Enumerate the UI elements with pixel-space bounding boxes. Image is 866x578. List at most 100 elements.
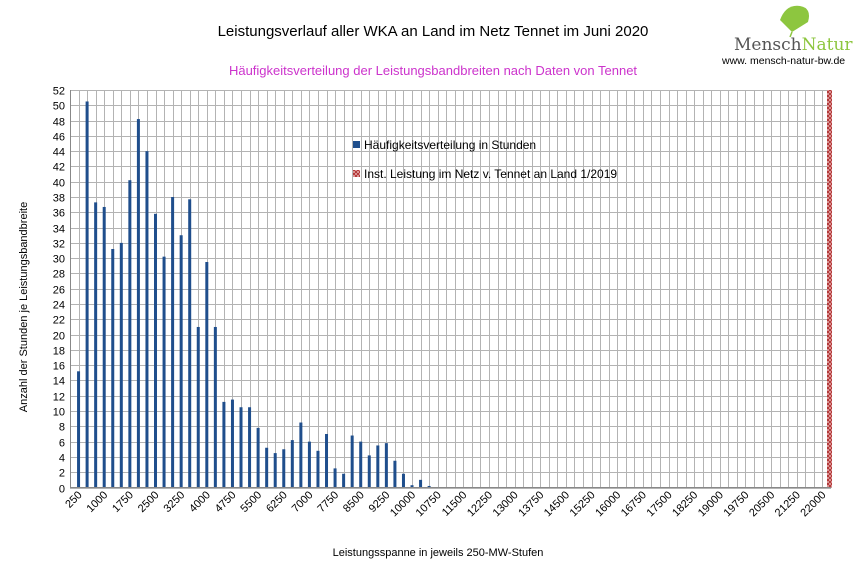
legend-label-hours: Häufigkeitsverteilung in Stunden [364, 138, 536, 152]
bar-hours [410, 485, 414, 488]
x-axis-ticks: 250 1000 1750 2500 3250 4000 4750 5500 6250 7000 7… [63, 489, 828, 519]
logo-brand-right: Natur [802, 35, 854, 55]
x-tick-label: 16750 [619, 489, 649, 519]
x-tick-label: 1000 [85, 489, 111, 515]
y-tick-label: 34 [53, 224, 65, 236]
logo-website: www. mensch-natur-bw.de [721, 55, 845, 67]
y-tick-label: 0 [59, 484, 65, 496]
x-tick-label: 22000 [798, 489, 828, 519]
x-tick-label: 13750 [516, 489, 546, 519]
x-tick-label: 4000 [187, 489, 213, 515]
x-tick-label: 10000 [388, 489, 418, 519]
y-tick-label: 30 [53, 254, 65, 266]
x-tick-label: 6250 [264, 489, 290, 515]
bar-hours [256, 427, 260, 488]
bar-hours [333, 468, 337, 488]
legend-label-installed: Inst. Leistung im Netz v. Tennet an Land… [364, 167, 617, 181]
y-tick-label: 18 [53, 346, 65, 358]
bar-hours [111, 249, 115, 488]
x-tick-label: 18250 [670, 489, 700, 519]
x-tick-label: 21250 [773, 489, 803, 519]
bar-hours [213, 326, 217, 488]
bar-hours [325, 433, 329, 488]
bar-hours [419, 479, 423, 488]
bar-installed-capacity [827, 90, 832, 488]
y-axis-ticks: 0246810121416182022242628303234363840424… [53, 86, 65, 496]
bar-hours [205, 261, 209, 488]
y-tick-label: 4 [59, 453, 65, 465]
x-tick-label: 5500 [238, 489, 264, 515]
x-tick-label: 19750 [721, 489, 751, 519]
y-tick-label: 28 [53, 269, 65, 281]
bar-hours [230, 399, 234, 488]
bars [77, 90, 832, 488]
bar-hours [162, 256, 166, 488]
bar-hours [128, 180, 132, 488]
bar-hours [290, 440, 294, 488]
bar-hours [376, 445, 380, 488]
legend-swatch-hours [353, 141, 360, 148]
y-tick-label: 8 [59, 422, 65, 434]
bar-hours [154, 213, 158, 488]
y-tick-label: 22 [53, 315, 65, 327]
bar-hours [179, 235, 183, 488]
x-tick-label: 2500 [136, 489, 162, 515]
x-tick-label: 16000 [593, 489, 623, 519]
y-tick-label: 38 [53, 193, 65, 205]
bar-hours [77, 371, 81, 488]
x-tick-label: 13000 [491, 489, 521, 519]
x-tick-label: 19000 [696, 489, 726, 519]
bar-hours [367, 455, 371, 488]
x-tick-label: 10750 [414, 489, 444, 519]
x-tick-label: 7000 [290, 489, 316, 515]
x-tick-label: 1750 [110, 489, 136, 515]
x-tick-label: 4750 [213, 489, 239, 515]
legend: Häufigkeitsverteilung in Stunden Inst. L… [353, 138, 617, 181]
y-tick-label: 16 [53, 361, 65, 373]
bar-hours [136, 119, 140, 488]
y-tick-label: 42 [53, 162, 65, 174]
bar-hours [188, 199, 192, 488]
y-tick-label: 26 [53, 285, 65, 297]
y-tick-label: 32 [53, 239, 65, 251]
y-tick-label: 14 [53, 376, 65, 388]
y-tick-label: 50 [53, 101, 65, 113]
x-tick-label: 15250 [568, 489, 598, 519]
y-tick-label: 12 [53, 392, 65, 404]
bar-hours [316, 450, 320, 488]
bar-hours [393, 460, 397, 488]
bar-hours [248, 407, 252, 488]
ginkgo-leaf-icon [780, 5, 809, 38]
bar-hours [171, 197, 175, 488]
bar-hours [265, 447, 269, 488]
bar-hours [239, 407, 243, 488]
logo: MenschNatur www. mensch-natur-bw.de [721, 5, 854, 67]
bar-hours [119, 242, 123, 488]
bar-hours [222, 401, 226, 488]
x-tick-label: 20500 [747, 489, 777, 519]
x-tick-label: 250 [63, 489, 84, 510]
y-tick-label: 20 [53, 331, 65, 343]
y-tick-label: 2 [59, 468, 65, 480]
y-axis-label: Anzahl der Stunden je Leistungsbandbreit… [18, 202, 30, 412]
x-tick-label: 14500 [542, 489, 572, 519]
y-tick-label: 48 [53, 117, 65, 129]
bar-hours [196, 326, 200, 488]
bar-hours [384, 443, 388, 488]
y-tick-label: 24 [53, 300, 65, 312]
bar-hours [94, 202, 98, 488]
bar-hours [427, 485, 431, 488]
x-axis-label: Leistungsspanne in jeweils 250-MW-Stufen [333, 547, 544, 559]
y-tick-label: 36 [53, 208, 65, 220]
bar-hours [102, 206, 106, 488]
x-tick-label: 12250 [465, 489, 495, 519]
bar-hours [350, 435, 354, 488]
legend-swatch-installed [353, 170, 360, 177]
x-tick-label: 7750 [315, 489, 341, 515]
bar-hours [85, 101, 89, 488]
x-tick-label: 3250 [161, 489, 187, 515]
y-tick-label: 44 [53, 147, 65, 159]
x-tick-label: 11500 [440, 489, 470, 519]
y-tick-label: 10 [53, 407, 65, 419]
